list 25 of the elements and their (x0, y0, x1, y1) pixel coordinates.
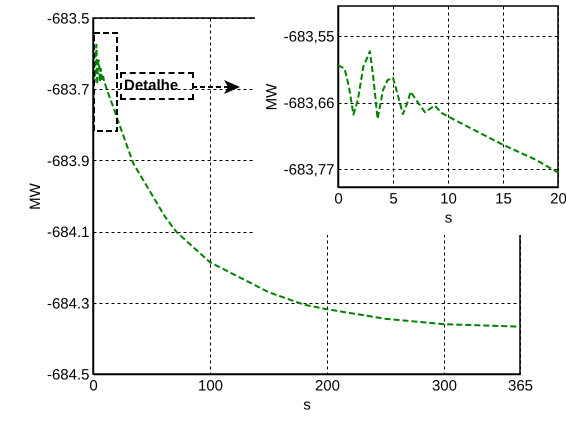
x-tick-label: 0 (89, 378, 98, 394)
x-tick-label: 300 (432, 378, 457, 394)
y-tick-label: -683.9 (46, 152, 90, 170)
y-tick-label: -683,55 (284, 28, 334, 46)
y-tick-label: -684.5 (46, 366, 90, 384)
x-tick-label: 365 (508, 378, 534, 394)
line-series (93, 44, 520, 328)
line-series (338, 50, 558, 174)
y-tick-label: -684.3 (46, 295, 90, 312)
x-tick-label: 15 (495, 190, 512, 208)
y-axis-title: MW (26, 182, 44, 210)
x-tick-label: 200 (314, 378, 340, 394)
y-tick-label: -683,77 (284, 161, 334, 178)
y-tick-label: -683,66 (284, 95, 334, 112)
x-tick-label: 100 (198, 378, 223, 394)
y-tick-label: -684.1 (46, 224, 90, 242)
x-tick-label: 10 (440, 190, 457, 208)
x-tick-label: 20 (550, 190, 566, 208)
x-tick-label: 0 (334, 190, 343, 208)
y-tick-label: -683.5 (46, 10, 90, 28)
y-axis-title: MW (264, 82, 281, 110)
y-tick-label: -683.7 (46, 82, 90, 99)
x-axis-title: s (444, 210, 452, 226)
x-axis-title: s (303, 396, 311, 414)
x-tick-label: 5 (389, 190, 398, 208)
